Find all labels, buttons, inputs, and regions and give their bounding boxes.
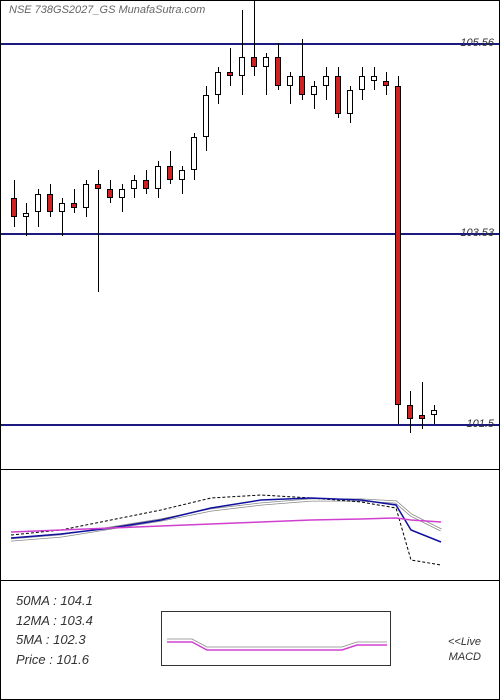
reference-line <box>1 233 499 235</box>
price-label: 103.53 <box>460 227 494 239</box>
chart-title: NSE 738GS2027_GS MunafaSutra.com <box>9 4 205 16</box>
chart-container: NSE 738GS2027_GS MunafaSutra.com 105.56 1… <box>0 0 500 700</box>
price-panel: NSE 738GS2027_GS MunafaSutra.com 105.56 1… <box>0 0 500 470</box>
macd-panel <box>0 470 500 580</box>
stats-panel: 50MA : 104.1 12MA : 103.4 5MA : 102.3 Pr… <box>0 580 500 700</box>
live-label-2: MACD <box>449 651 481 663</box>
stat-50ma: 50MA : 104.1 <box>16 591 484 611</box>
reference-line <box>1 424 499 426</box>
macd-inset <box>161 611 391 666</box>
price-label: 105.56 <box>460 37 494 49</box>
live-label-1: <<Live <box>448 636 481 648</box>
price-label: 101.5 <box>466 418 494 430</box>
reference-line <box>1 43 499 45</box>
